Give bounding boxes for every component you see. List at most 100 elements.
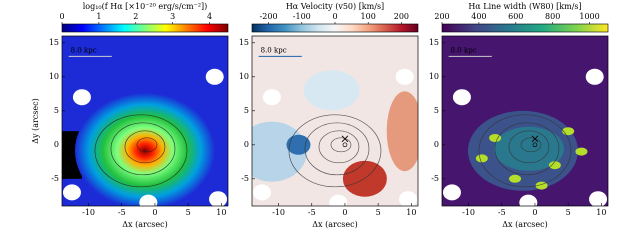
colorbar-tick-label: 100 [361,12,376,21]
map-region [386,91,418,172]
map-region [303,70,360,111]
map-image [62,36,228,206]
colorbar-tick-label: 1 [96,12,101,21]
contour [318,130,360,164]
center-marker [531,135,539,143]
x-tick-label: -5 [498,208,506,217]
x-tick-label: 0 [532,208,537,217]
contour [520,137,542,153]
panel: Hα Velocity (v50) [km/s]-200 -100 0 100 2008… [239,2,419,229]
panel: log₁₀(f Hα [×10⁻²⁰ erg/s/cm⁻²]) 0 1 2 3 4 8.0 … [31,2,229,229]
colorbar-tick-label: 200 [394,12,409,21]
colorbar-tick-label: 1000 [579,12,599,21]
masked-region [585,68,604,85]
map-region [286,134,311,155]
colorbar-title: log₁₀(f Hα [×10⁻²⁰ erg/s/cm⁻²]) [83,2,208,11]
y-tick-label: 0 [434,140,439,149]
contour [304,122,370,176]
y-tick-label: 0 [54,140,59,149]
axes-frame [251,35,419,207]
x-tick-label: -10 [462,208,475,217]
axes-frame [441,35,609,207]
masked-region [589,191,608,206]
x-tick-label: 5 [376,208,381,217]
y-tick-label: 0 [244,140,249,149]
map-region [493,126,564,171]
map-emission [74,92,215,206]
map-region [489,134,502,142]
colorbar-tick-label: 3 [170,12,175,21]
x-tick-label: 0 [342,208,347,217]
colorbar-title: Hα Line width (W80) [km/s] [468,2,581,11]
scale-label: 8.0 kpc [451,46,477,54]
map-region [575,147,588,156]
contour [330,137,352,153]
colorbar-tick-label: 2 [133,12,138,21]
contour [110,122,176,176]
x-tick-label: 5 [566,208,571,217]
colorbar-tick-label: 0 [332,12,337,21]
masked-region [252,184,271,201]
colorbar-tick-label: -100 [293,12,311,21]
y-tick-label: 10 [239,72,249,81]
contour [288,114,382,188]
x-tick-label: 5 [186,208,191,217]
x-tick-label: -5 [118,208,126,217]
masked-region [72,89,91,106]
x-tick-label: 10 [596,208,606,217]
y-tick-label: 5 [434,106,439,115]
axes-frame [61,35,229,207]
masked-region [442,184,461,201]
masked-region [205,68,224,85]
x-axis-label: Δx (arcsec) [122,220,167,229]
y-tick-label: 15 [429,38,439,47]
masked-region [519,194,538,206]
colorbar-tick-label: 400 [471,12,486,21]
contour [494,122,560,176]
map-image [442,36,608,206]
contour [478,114,572,188]
x-tick-label: 10 [216,208,226,217]
y-tick-label: 5 [244,106,249,115]
colorbar-tick-label: 4 [207,12,212,21]
colorbar [441,23,609,33]
x-axis-label: Δx (arcsec) [312,220,357,229]
panel: Hα Line width (W80) [km/s] 200 400 600 800 10… [429,2,609,229]
y-tick-label: 5 [54,106,59,115]
y-tick-label: 15 [49,38,59,47]
masked-region [209,191,228,206]
y-tick-label: -5 [431,174,439,183]
x-tick-label: -5 [308,208,316,217]
x-tick-label: 0 [152,208,157,217]
masked-region [262,89,281,106]
map-region [342,160,387,197]
colorbar-tick-label: 0 [59,12,64,21]
contour [508,130,550,164]
x-axis-label: Δx (arcsec) [502,220,547,229]
y-tick-label: -5 [241,174,249,183]
masked-region [329,194,348,206]
y-tick-label: -5 [51,174,59,183]
y-axis-label: Δy (arcsec) [31,98,40,143]
masked-region [139,194,158,206]
colorbar [251,23,419,33]
scale-label: 8.0 kpc [261,46,287,54]
y-tick-label: 10 [49,72,59,81]
colorbar [61,23,229,33]
masked-region [395,68,414,85]
center-marker [341,135,349,143]
x-tick-label: -10 [272,208,285,217]
x-tick-label: -10 [82,208,95,217]
colorbar-title: Hα Velocity (v50) [km/s] [286,2,384,11]
map-region [509,174,522,183]
map-region [475,154,488,163]
center-marker [532,142,538,148]
colorbar-tick-label: 600 [508,12,523,21]
center-marker [342,142,348,148]
colorbar-tick-label: 200 [434,12,449,21]
masked-region [62,184,81,201]
contour [94,114,188,188]
map-region [548,161,561,170]
contour [136,137,158,153]
